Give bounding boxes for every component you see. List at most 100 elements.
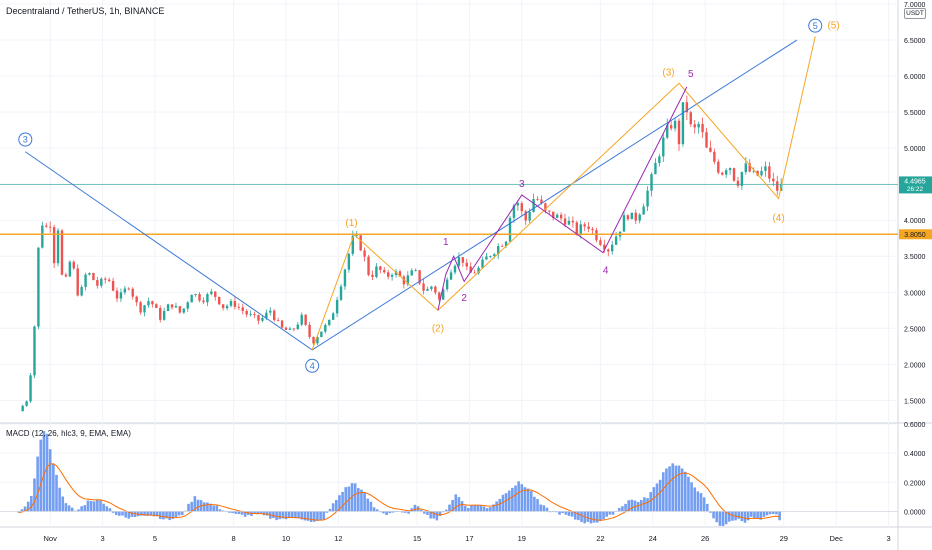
macd-axis[interactable]: 0.6000 0.4000 0.2000 0.0000 bbox=[904, 422, 926, 516]
candle-body bbox=[131, 288, 134, 297]
candle-body bbox=[29, 375, 32, 402]
orange-wave-label[interactable]: (2) bbox=[432, 323, 444, 334]
purple-wave-label[interactable]: 5 bbox=[688, 69, 694, 80]
macd-bar bbox=[426, 511, 429, 515]
orange-wave-label[interactable]: (1) bbox=[345, 218, 357, 229]
purple-wave-label[interactable]: 3 bbox=[519, 179, 525, 190]
level-price-badge bbox=[899, 229, 932, 240]
macd-bar bbox=[111, 511, 115, 513]
candle-body bbox=[155, 304, 158, 309]
candle-body bbox=[626, 215, 630, 220]
time-axis[interactable]: Nov 3 5 8 10 12 15 17 19 22 24 26 29 Dec 3 bbox=[44, 534, 891, 543]
symbol-title[interactable]: Decentraland / TetherUS, 1h, BINANCE bbox=[6, 6, 165, 16]
macd-bar bbox=[762, 511, 766, 517]
macd-bar bbox=[463, 505, 467, 512]
orange-wave-label[interactable]: (5) bbox=[827, 21, 839, 32]
candle-body bbox=[406, 275, 410, 285]
macd-bar bbox=[435, 511, 439, 521]
candle-body bbox=[45, 225, 48, 227]
macd-bar bbox=[231, 511, 234, 513]
candle-body bbox=[748, 163, 751, 172]
candle-body bbox=[386, 272, 390, 277]
candle-body bbox=[280, 320, 284, 328]
price-axis[interactable]: 7.00006.50006.00005.50005.00004.50004.00… bbox=[904, 2, 926, 405]
macd-bar bbox=[586, 511, 590, 522]
macd-bar bbox=[36, 456, 39, 512]
candle-body bbox=[304, 314, 307, 325]
candle-body bbox=[355, 235, 358, 237]
macd-indicator-label[interactable]: MACD (12, 26, hlc3, 9, EMA, EMA) bbox=[6, 429, 131, 438]
purple-wave-label[interactable]: 1 bbox=[443, 237, 449, 248]
candle-body bbox=[638, 214, 641, 221]
orange-wave-label[interactable]: (3) bbox=[662, 67, 674, 78]
candle-body bbox=[662, 137, 665, 157]
purple-wave-line[interactable] bbox=[437, 86, 688, 311]
macd-bar bbox=[243, 511, 247, 517]
macd-bar bbox=[677, 465, 681, 512]
macd-bar bbox=[536, 499, 539, 512]
candle-body bbox=[292, 328, 296, 330]
macd-bar bbox=[432, 511, 436, 519]
macd-bar bbox=[240, 511, 244, 515]
purple-wave-label[interactable]: 4 bbox=[603, 266, 609, 277]
macd-bar bbox=[259, 511, 263, 514]
horizontal-levels[interactable] bbox=[0, 184, 898, 236]
macd-bar bbox=[737, 511, 741, 519]
currency-label[interactable]: USDT bbox=[904, 8, 926, 19]
macd-bar bbox=[184, 510, 187, 512]
macd-bar bbox=[312, 511, 316, 522]
candle-body bbox=[705, 132, 708, 148]
macd-bar bbox=[278, 511, 282, 520]
macd-bar bbox=[42, 431, 46, 512]
candle-body bbox=[442, 289, 445, 300]
macd-bar bbox=[202, 502, 206, 512]
macd-bar bbox=[171, 511, 175, 519]
price-tick-label: 7.0000 bbox=[904, 2, 926, 9]
candle-body bbox=[127, 288, 130, 290]
macd-bar bbox=[407, 511, 410, 514]
candle-body bbox=[162, 310, 166, 320]
candle-body bbox=[654, 162, 657, 175]
macd-bar bbox=[74, 510, 77, 512]
candle-body bbox=[217, 296, 221, 305]
macd-bar bbox=[772, 511, 775, 514]
purple-wave-label[interactable]: 2 bbox=[461, 293, 467, 304]
candle-body bbox=[701, 123, 704, 133]
macd-bar bbox=[357, 488, 360, 512]
macd-bar bbox=[114, 511, 118, 516]
macd-bar bbox=[699, 493, 703, 512]
blue-wave-label[interactable]: 4 bbox=[310, 361, 315, 371]
candle-body bbox=[713, 151, 716, 162]
macd-bar bbox=[168, 511, 171, 521]
candle-body bbox=[143, 305, 146, 313]
macd-bar bbox=[693, 487, 697, 512]
macd-bar bbox=[580, 511, 583, 522]
macd-bar bbox=[149, 511, 153, 516]
candle-body bbox=[493, 254, 496, 257]
macd-bar bbox=[177, 511, 181, 516]
candle-body bbox=[225, 305, 229, 309]
candle-body bbox=[575, 222, 579, 234]
macd-bar bbox=[325, 511, 329, 513]
macd-bar bbox=[595, 511, 599, 523]
blue-wave-label[interactable]: 3 bbox=[23, 135, 28, 145]
candle-body bbox=[135, 296, 138, 303]
blue-wave-label-circle bbox=[808, 18, 823, 33]
macd-bar bbox=[17, 511, 21, 513]
macd-bar bbox=[375, 509, 379, 512]
elliott-wave-drawings[interactable]: 3 4 5 (1) (2) (3) (4) (5) 1 2 3 4 5 bbox=[18, 18, 840, 373]
blue-wave-label[interactable]: 5 bbox=[813, 21, 818, 31]
macd-bar bbox=[335, 500, 338, 512]
orange-wave-line[interactable] bbox=[311, 36, 816, 351]
macd-bar bbox=[473, 504, 476, 512]
macd-bar bbox=[86, 500, 90, 512]
macd-bar bbox=[67, 505, 71, 512]
candle-body bbox=[622, 215, 626, 232]
macd-bar bbox=[143, 511, 146, 516]
macd-bar bbox=[489, 507, 492, 512]
orange-wave-label[interactable]: (4) bbox=[772, 213, 784, 224]
macd-bar bbox=[674, 465, 678, 512]
candle-body bbox=[540, 199, 543, 204]
